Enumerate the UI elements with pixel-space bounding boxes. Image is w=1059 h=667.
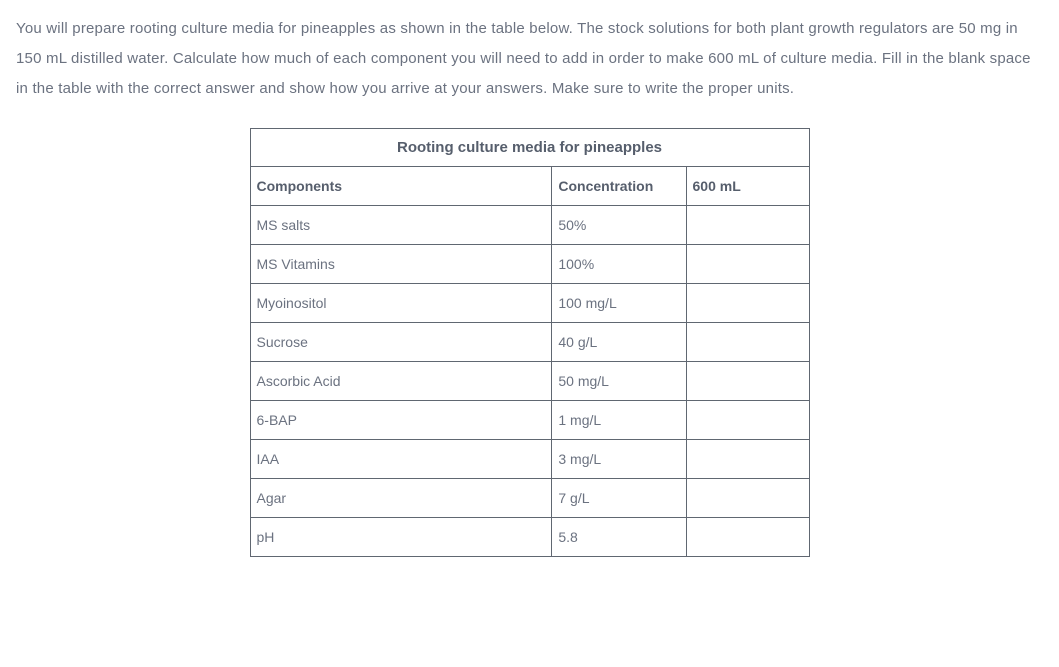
cell-concentration: 50% xyxy=(552,206,686,245)
table-row: MS salts50% xyxy=(250,206,809,245)
table-title: Rooting culture media for pineapples xyxy=(250,128,810,166)
table-row: MS Vitamins100% xyxy=(250,245,809,284)
table-row: 6-BAP1 mg/L xyxy=(250,401,809,440)
table-row: pH5.8 xyxy=(250,518,809,557)
col-header-components: Components xyxy=(250,167,552,206)
table-header-row: Components Concentration 600 mL xyxy=(250,167,809,206)
cell-amount xyxy=(686,518,809,557)
cell-concentration: 40 g/L xyxy=(552,323,686,362)
table-row: Sucrose40 g/L xyxy=(250,323,809,362)
cell-amount xyxy=(686,284,809,323)
cell-amount xyxy=(686,323,809,362)
table-row: IAA3 mg/L xyxy=(250,440,809,479)
cell-amount xyxy=(686,479,809,518)
cell-amount xyxy=(686,245,809,284)
col-header-amount: 600 mL xyxy=(686,167,809,206)
cell-amount xyxy=(686,206,809,245)
cell-concentration: 5.8 xyxy=(552,518,686,557)
cell-concentration: 1 mg/L xyxy=(552,401,686,440)
cell-concentration: 100% xyxy=(552,245,686,284)
cell-component: Ascorbic Acid xyxy=(250,362,552,401)
media-table: Rooting culture media for pineapples Com… xyxy=(250,128,810,557)
table-container: Rooting culture media for pineapples Com… xyxy=(16,128,1043,557)
table-row: Myoinositol100 mg/L xyxy=(250,284,809,323)
cell-concentration: 3 mg/L xyxy=(552,440,686,479)
cell-component: 6-BAP xyxy=(250,401,552,440)
cell-concentration: 50 mg/L xyxy=(552,362,686,401)
cell-component: pH xyxy=(250,518,552,557)
cell-amount xyxy=(686,362,809,401)
cell-amount xyxy=(686,440,809,479)
col-header-concentration: Concentration xyxy=(552,167,686,206)
cell-concentration: 7 g/L xyxy=(552,479,686,518)
table-body: MS salts50%MS Vitamins100%Myoinositol100… xyxy=(250,206,809,557)
cell-amount xyxy=(686,401,809,440)
cell-component: Agar xyxy=(250,479,552,518)
cell-component: Myoinositol xyxy=(250,284,552,323)
cell-component: MS salts xyxy=(250,206,552,245)
cell-component: Sucrose xyxy=(250,323,552,362)
table-row: Ascorbic Acid50 mg/L xyxy=(250,362,809,401)
table-row: Agar7 g/L xyxy=(250,479,809,518)
cell-component: MS Vitamins xyxy=(250,245,552,284)
page: You will prepare rooting culture media f… xyxy=(0,0,1059,587)
cell-component: IAA xyxy=(250,440,552,479)
question-prompt: You will prepare rooting culture media f… xyxy=(16,14,1043,104)
cell-concentration: 100 mg/L xyxy=(552,284,686,323)
